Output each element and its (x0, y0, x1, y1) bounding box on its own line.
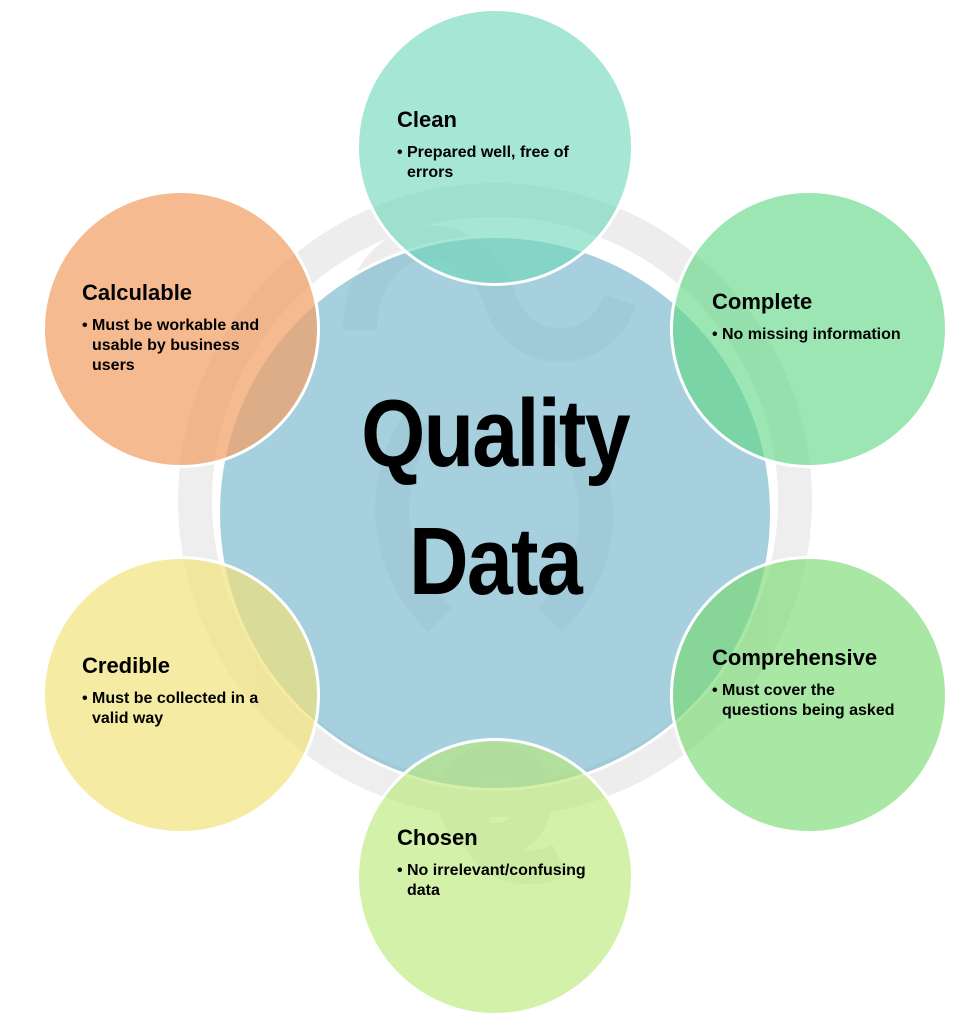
calculable-circle (42, 190, 320, 468)
credible-bullet: • Must be collected in a valid way (82, 689, 282, 729)
calculable-bullet-text: Must be workable and usable by business … (92, 317, 260, 374)
center-title: Quality Data (217, 370, 773, 626)
credible-bullet-text: Must be collected in a valid way (92, 690, 259, 727)
bullet-dot: • (82, 317, 88, 334)
center-title-line2: Data (408, 508, 583, 615)
complete-bullet: • No missing information (712, 325, 902, 345)
clean-title: Clean (397, 107, 457, 132)
chosen-bullet-text: No irrelevant/confusing data (407, 862, 586, 899)
credible-circle (42, 556, 320, 834)
bullet-dot: • (397, 144, 403, 161)
bullet-dot: • (397, 862, 403, 879)
bullet-dot: • (712, 326, 718, 343)
clean-bullet-text: Prepared well, free of errors (407, 144, 569, 181)
calculable-title: Calculable (82, 280, 193, 305)
clean-circle (356, 8, 634, 286)
calculable-label: Calculable • Must be workable and usable… (82, 280, 262, 376)
comprehensive-title: Comprehensive (712, 645, 878, 670)
chosen-title: Chosen (397, 825, 478, 850)
bullet-dot: • (712, 682, 718, 699)
chosen-label: Chosen • No irrelevant/confusing data (397, 825, 587, 901)
comprehensive-bullet-text: Must cover the questions being asked (722, 682, 895, 719)
comprehensive-circle (670, 556, 948, 834)
center-title-line1: Quality (361, 380, 631, 487)
chosen-bullet: • No irrelevant/confusing data (397, 861, 587, 901)
chosen-circle (356, 738, 634, 1016)
credible-label: Credible • Must be collected in a valid … (82, 653, 282, 729)
bullet-dot: • (82, 690, 88, 707)
complete-label: Complete • No missing information (712, 289, 902, 345)
credible-title: Credible (82, 653, 171, 678)
complete-circle (670, 190, 948, 468)
comprehensive-bullet: • Must cover the questions being asked (712, 681, 912, 721)
comprehensive-label: Comprehensive • Must cover the questions… (712, 645, 912, 721)
clean-bullet: • Prepared well, free of errors (397, 143, 587, 183)
complete-title: Complete (712, 289, 813, 314)
clean-label: Clean • Prepared well, free of errors (397, 107, 587, 183)
calculable-bullet: • Must be workable and usable by busines… (82, 316, 262, 376)
complete-bullet-text: No missing information (722, 326, 901, 343)
